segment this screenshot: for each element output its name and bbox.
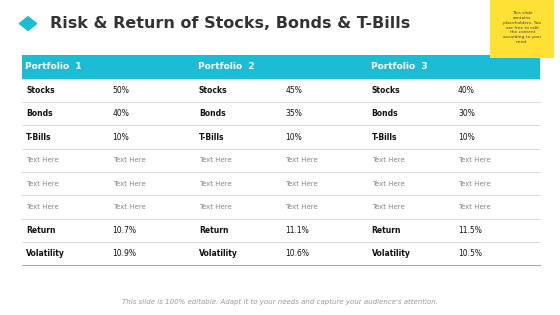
Text: 10.5%: 10.5%	[458, 249, 482, 258]
Text: 10%: 10%	[458, 133, 475, 141]
Text: 50%: 50%	[113, 86, 129, 95]
Text: Text Here: Text Here	[113, 180, 146, 187]
Text: Portfolio  1: Portfolio 1	[25, 62, 82, 72]
Text: Text Here: Text Here	[458, 180, 491, 187]
Text: 10.7%: 10.7%	[113, 226, 137, 235]
FancyBboxPatch shape	[22, 55, 540, 79]
Polygon shape	[20, 17, 36, 31]
Text: Text Here: Text Here	[458, 157, 491, 163]
Text: 10%: 10%	[113, 133, 129, 141]
Text: Text Here: Text Here	[199, 204, 232, 210]
Text: Stocks: Stocks	[26, 86, 55, 95]
Text: Bonds: Bonds	[372, 109, 398, 118]
Text: T-Bills: T-Bills	[199, 133, 225, 141]
Text: Text Here: Text Here	[26, 157, 59, 163]
Text: Text Here: Text Here	[199, 180, 232, 187]
Text: Text Here: Text Here	[285, 157, 318, 163]
Text: 40%: 40%	[458, 86, 475, 95]
Text: This slide is 100% editable. Adapt it to your needs and capture your audience's : This slide is 100% editable. Adapt it to…	[122, 299, 438, 306]
Text: Text Here: Text Here	[285, 180, 318, 187]
Text: Text Here: Text Here	[372, 204, 404, 210]
Text: Return: Return	[372, 226, 401, 235]
Text: Stocks: Stocks	[199, 86, 227, 95]
Text: 45%: 45%	[285, 86, 302, 95]
Text: Text Here: Text Here	[113, 157, 146, 163]
Text: This slide
contains
placeholders. You
are free to edit
the content
according to : This slide contains placeholders. You ar…	[503, 11, 542, 44]
Text: Text Here: Text Here	[26, 204, 59, 210]
Text: Portfolio  3: Portfolio 3	[371, 62, 427, 72]
Text: Text Here: Text Here	[26, 180, 59, 187]
Text: Return: Return	[26, 226, 56, 235]
Text: T-Bills: T-Bills	[372, 133, 397, 141]
Text: Text Here: Text Here	[372, 180, 404, 187]
Text: 11.5%: 11.5%	[458, 226, 482, 235]
Text: Text Here: Text Here	[458, 204, 491, 210]
Text: T-Bills: T-Bills	[26, 133, 52, 141]
Text: 40%: 40%	[113, 109, 129, 118]
Text: 35%: 35%	[285, 109, 302, 118]
Text: Text Here: Text Here	[285, 204, 318, 210]
Text: Bonds: Bonds	[199, 109, 226, 118]
FancyBboxPatch shape	[490, 0, 554, 58]
Text: Text Here: Text Here	[113, 204, 146, 210]
Text: 11.1%: 11.1%	[285, 226, 309, 235]
Text: Bonds: Bonds	[26, 109, 53, 118]
Text: Return: Return	[199, 226, 228, 235]
Text: 30%: 30%	[458, 109, 475, 118]
Text: Text Here: Text Here	[372, 157, 404, 163]
Text: 10.9%: 10.9%	[113, 249, 137, 258]
Text: Stocks: Stocks	[372, 86, 400, 95]
Text: 10.6%: 10.6%	[285, 249, 309, 258]
Text: Text Here: Text Here	[199, 157, 232, 163]
Text: Portfolio  2: Portfolio 2	[198, 62, 254, 72]
Text: Volatility: Volatility	[199, 249, 238, 258]
Text: 10%: 10%	[285, 133, 302, 141]
Text: Volatility: Volatility	[372, 249, 410, 258]
Text: Risk & Return of Stocks, Bonds & T-Bills: Risk & Return of Stocks, Bonds & T-Bills	[50, 16, 410, 31]
Text: Volatility: Volatility	[26, 249, 65, 258]
